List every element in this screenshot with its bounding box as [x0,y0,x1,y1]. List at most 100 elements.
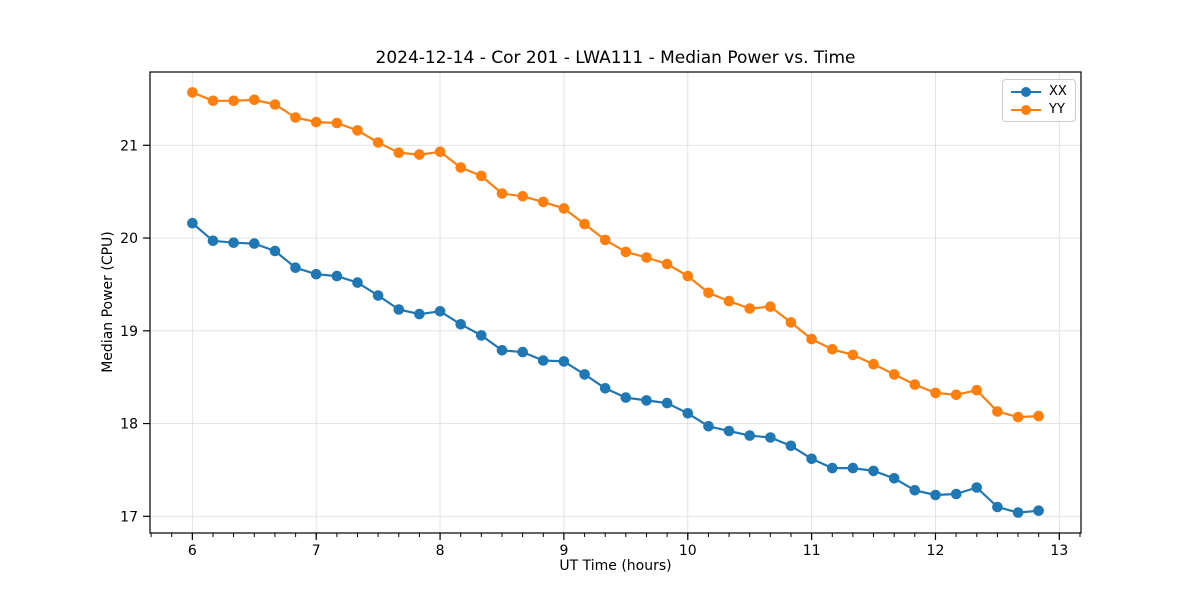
y-tick-label: 19 [120,324,138,340]
series-XX-point [682,408,694,419]
series-XX-point [476,330,487,341]
series-YY-point [868,358,879,370]
series-XX-point [1033,505,1044,516]
series-YY-line [191,91,1040,419]
series-XX-point [558,356,570,367]
series-XX-point [352,277,363,288]
series-YY-point [950,389,962,401]
series-XX-point [290,262,301,274]
series-XX-point [372,290,384,301]
series-XX-point [249,238,260,249]
series-YY-point [372,137,384,148]
series-YY-point [992,406,1003,417]
series-XX-point [517,346,528,358]
y-tick-label: 21 [120,138,138,154]
series-XX-point [868,465,879,477]
series-XX-point [228,237,239,248]
series-YY-point [1012,411,1024,423]
series-YY-point [537,196,549,208]
series-XX-point [765,432,776,443]
series-YY-point [414,149,425,160]
series-YY-point [930,387,941,399]
series-YY-point [558,203,570,214]
series-XX-point [455,319,467,330]
series-XX-point [827,462,838,474]
y-tick-label: 17 [120,509,138,525]
y-tick-label: 20 [120,231,138,247]
series-XX-point [785,440,797,452]
series-YY-point [352,125,363,136]
x-tick-label: 13 [1050,543,1068,559]
legend-entry-xx: XX [1010,85,1067,98]
series-YY-point [579,218,590,230]
series-YY-point [909,379,921,390]
series-YY-point [888,369,900,380]
legend-label-yy: YY [1049,102,1065,117]
x-tick-label: 9 [559,543,568,559]
legend-line-sample-icon [1011,86,1041,97]
legend-entry-yy: YY [1010,103,1067,116]
series-XX-point [620,392,632,403]
series-XX-line [191,222,1040,514]
series-YY-point [1033,410,1044,422]
series-YY-point [847,349,859,361]
series-XX-point [661,397,673,409]
series-XX-point [269,245,281,257]
series-YY-point [496,188,508,199]
series-YY-point [517,191,528,202]
series-XX-point [909,485,921,496]
series-YY-point [785,317,797,328]
legend-line-sample-icon [1011,104,1041,115]
series-XX-point [579,369,590,380]
series-YY-point [641,252,652,263]
plot-border [149,71,1082,534]
series-YY-point [971,384,982,396]
series-XX-point [496,345,508,356]
x-tick-label: 10 [679,543,697,559]
series-XX-point [847,462,859,474]
series-XX-point [930,489,941,501]
series-XX-point [187,217,198,229]
series-YY-point [331,117,343,129]
legend: XX YY [1002,79,1076,122]
x-tick-label: 8 [436,543,445,559]
chart-title: 2024-12-14 - Cor 201 - LWA111 - Median P… [375,48,856,68]
series-XX-point [723,425,735,437]
series-XX-point [971,482,982,493]
series-XX-point [1012,507,1024,518]
series-XX-point [992,501,1003,513]
series-YY-point [269,99,281,110]
series-YY-point [249,94,260,106]
series-XX-point [537,355,549,366]
x-tick-label: 11 [803,543,821,559]
series-YY-point [620,246,632,258]
series-YY-point [187,87,198,98]
series-YY-point [476,170,487,182]
y-tick-label: 18 [120,417,138,433]
legend-label-xx: XX [1049,84,1067,99]
series-XX-point [393,304,405,315]
x-tick-label: 7 [312,543,321,559]
series-YY-point [228,95,239,107]
series-YY-point [806,333,817,345]
x-tick-label: 12 [927,543,945,559]
series-YY-point [599,234,611,246]
y-axis-label: Median Power (CPU) [100,231,116,373]
series-YY-point [827,344,838,355]
series-YY-point [703,287,714,299]
series-YY-point [310,116,322,128]
series-XX-point [414,308,425,320]
series-YY-point [744,303,755,314]
series-YY-point [434,146,446,158]
series-XX-point [331,270,343,282]
series-XX-point [744,430,755,441]
series-YY-point [723,295,735,307]
series-XX-point [703,421,714,432]
series-XX-point [888,473,900,484]
series-XX-point [806,453,817,465]
series-YY-point [455,162,467,173]
series-XX-point [434,306,446,317]
series-XX-point [641,395,652,406]
